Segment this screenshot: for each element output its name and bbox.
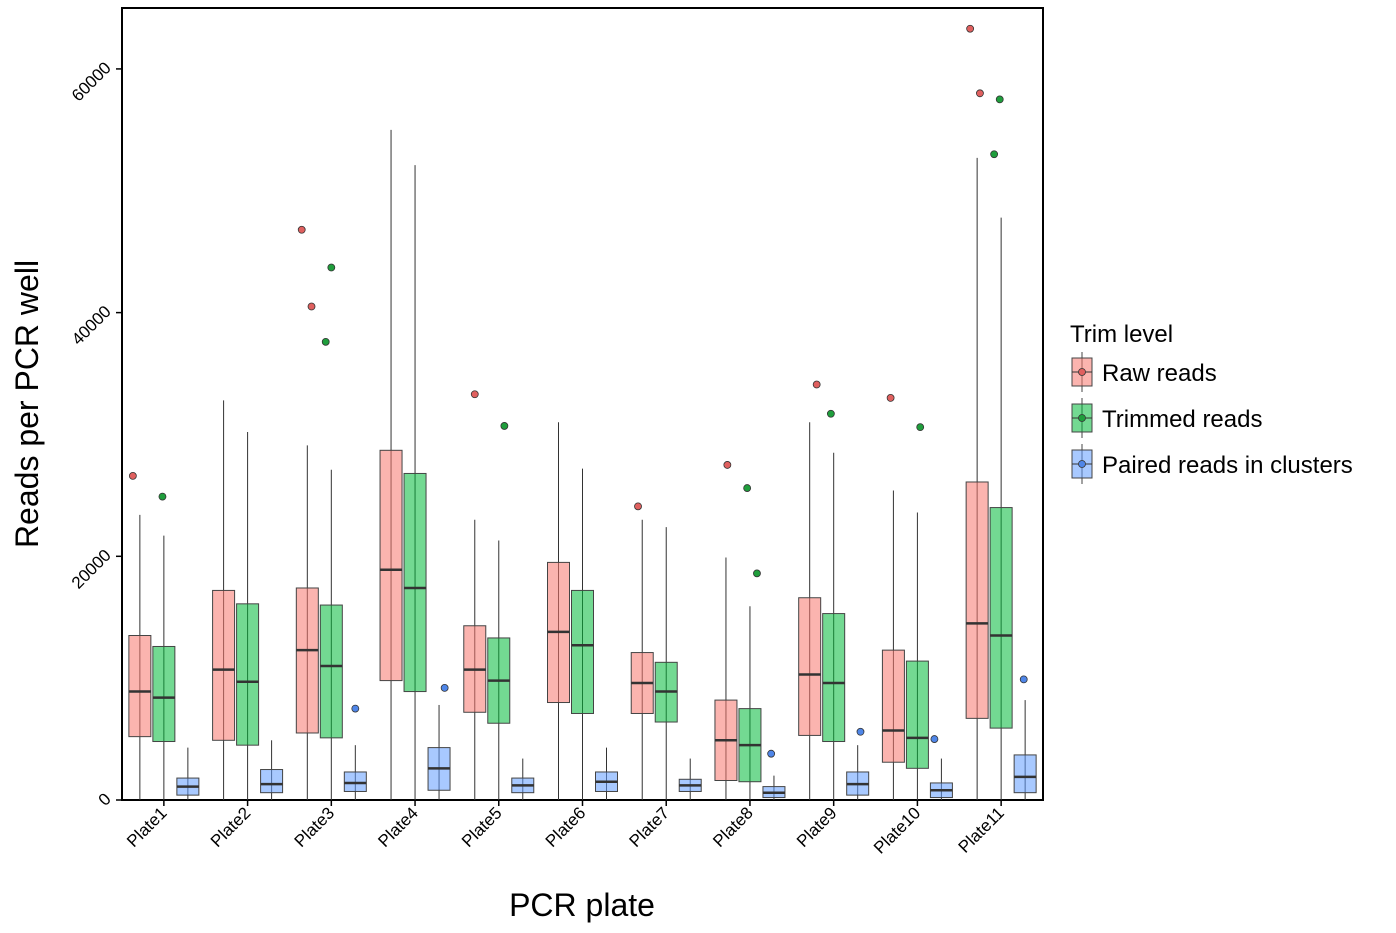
outlier-point — [990, 150, 999, 159]
outlier-point — [327, 263, 336, 272]
box — [965, 481, 989, 719]
legend-title: Trim level — [1070, 321, 1173, 348]
outlier-point — [995, 95, 1004, 104]
y-axis-title: Reads per PCR well — [9, 260, 45, 548]
box — [295, 587, 319, 734]
outlier-point — [158, 492, 167, 501]
outlier-point — [916, 423, 925, 432]
x-tick-label: Plate11 — [955, 803, 1008, 856]
x-tick-label: Plate4 — [374, 803, 422, 851]
x-tick-label: Plate7 — [626, 803, 674, 851]
legend-label: Raw reads — [1102, 360, 1217, 387]
x-tick-label: Plate8 — [709, 803, 757, 851]
box — [1013, 754, 1037, 794]
outlier-point — [634, 502, 642, 511]
y-tick-label: 60000 — [68, 58, 115, 105]
legend-point — [1078, 414, 1086, 422]
x-axis-title: PCR plate — [509, 887, 655, 923]
legend-label: Trimmed reads — [1102, 406, 1262, 433]
outlier-point — [470, 390, 479, 399]
outlier-point — [812, 380, 821, 389]
outlier-point — [753, 569, 761, 578]
y-tick-label: 0 — [95, 789, 115, 809]
outlier-point — [966, 24, 975, 33]
x-tick-label: Plate10 — [870, 803, 924, 857]
box — [989, 507, 1013, 729]
outlier-point — [976, 89, 984, 98]
box — [571, 589, 594, 714]
outlier-point — [351, 704, 360, 713]
legend-point — [1078, 460, 1086, 468]
box — [260, 769, 284, 794]
outlier-point — [321, 337, 330, 346]
box — [128, 635, 152, 738]
legend-point — [1078, 368, 1086, 376]
outlier-point — [440, 684, 449, 692]
box — [905, 660, 929, 769]
x-tick-label: Plate5 — [458, 803, 506, 851]
outlier-point — [307, 302, 316, 311]
outlier-point — [723, 461, 732, 469]
outlier-point — [1019, 675, 1028, 684]
box — [881, 649, 905, 763]
box — [212, 589, 236, 741]
outlier-point — [886, 394, 895, 402]
outlier-point — [128, 471, 137, 480]
x-tick-label: Plate3 — [291, 803, 339, 851]
box — [798, 597, 822, 736]
outlier-point — [856, 727, 865, 736]
box — [379, 449, 403, 682]
legend-label: Paired reads in clusters — [1102, 452, 1353, 479]
box — [236, 603, 260, 746]
outlier-point — [500, 422, 509, 430]
box — [403, 472, 427, 693]
box — [319, 604, 343, 739]
box — [152, 645, 176, 743]
outlier-point — [930, 735, 939, 743]
x-tick-label: Plate2 — [207, 803, 255, 851]
outlier-point — [297, 225, 306, 234]
x-tick-label: Plate9 — [793, 803, 841, 851]
x-tick-label: Plate1 — [123, 803, 171, 851]
outlier-point — [743, 484, 752, 492]
box — [822, 613, 846, 743]
outlier-point — [826, 409, 835, 418]
x-tick-label: Plate6 — [542, 803, 590, 851]
y-tick-label: 20000 — [68, 546, 115, 593]
y-tick-label: 40000 — [68, 302, 115, 349]
outlier-point — [767, 749, 776, 758]
